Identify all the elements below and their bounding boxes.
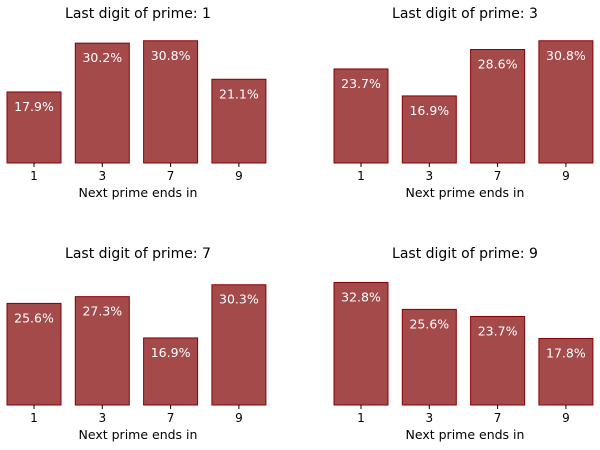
bar-value-label: 30.3% [219,292,259,307]
x-axis-label: Next prime ends in [79,427,198,442]
bar-value-label: 23.7% [341,76,381,91]
chart-title: Last digit of prime: 1 [65,6,211,22]
x-tick-label: 3 [425,169,433,183]
bar-value-label: 23.7% [478,323,518,338]
x-tick-label: 3 [98,169,106,183]
bar-value-label: 17.8% [546,346,586,361]
bar-3 [401,308,457,406]
bar-value-label: 16.9% [151,345,191,360]
bar-value-label: 32.8% [341,289,381,304]
x-tick-label: 7 [494,169,502,183]
bar-value-label: 30.8% [151,48,191,63]
bar-7 [470,315,526,406]
x-tick-label: 9 [562,411,570,425]
x-tick-label: 1 [30,411,38,425]
bar-9 [538,40,594,164]
bar-3 [74,296,130,406]
chart-title: Last digit of prime: 3 [392,6,538,22]
x-axis-label: Next prime ends in [406,185,525,200]
bar-3 [74,42,130,164]
bar-1 [333,68,389,164]
chart-title: Last digit of prime: 7 [65,246,211,262]
bar-value-label: 27.3% [82,304,122,319]
bar-9 [211,284,267,406]
bar-value-label: 17.9% [14,99,54,114]
bar-value-label: 16.9% [409,103,449,118]
bar-7 [143,40,199,164]
bar-value-label: 28.6% [478,56,518,71]
x-tick-label: 7 [167,411,175,425]
bar-3 [401,95,457,164]
x-tick-label: 9 [235,169,243,183]
bar-7 [143,337,199,406]
x-axis-label: Next prime ends in [79,185,198,200]
chart-title: Last digit of prime: 9 [392,246,538,262]
bar-value-label: 30.2% [82,50,122,65]
bar-value-label: 25.6% [14,310,54,325]
bar-value-label: 25.6% [409,316,449,331]
chart-panel-1: Last digit of prime: 1 17.9% 1 30.2% 3 30.8% 7… [6,6,267,200]
x-tick-label: 3 [98,411,106,425]
x-tick-label: 1 [357,411,365,425]
x-axis-label: Next prime ends in [406,427,525,442]
x-tick-label: 7 [494,411,502,425]
x-tick-label: 7 [167,169,175,183]
chart-panel-4: Last digit of prime: 9 32.8% 1 25.6% 3 23.7% 7… [333,246,594,442]
x-tick-label: 3 [425,411,433,425]
chart-panel-2: Last digit of prime: 3 23.7% 1 16.9% 3 28.6% 7… [333,6,594,200]
chart-panel-3: Last digit of prime: 7 25.6% 1 27.3% 3 16.9% 7… [6,246,267,442]
bar-value-label: 21.1% [219,86,259,101]
bar-7 [470,48,526,164]
x-tick-label: 9 [562,169,570,183]
bar-1 [6,91,62,164]
x-tick-label: 1 [30,169,38,183]
x-tick-label: 1 [357,169,365,183]
bar-value-label: 30.8% [546,48,586,63]
x-tick-label: 9 [235,411,243,425]
